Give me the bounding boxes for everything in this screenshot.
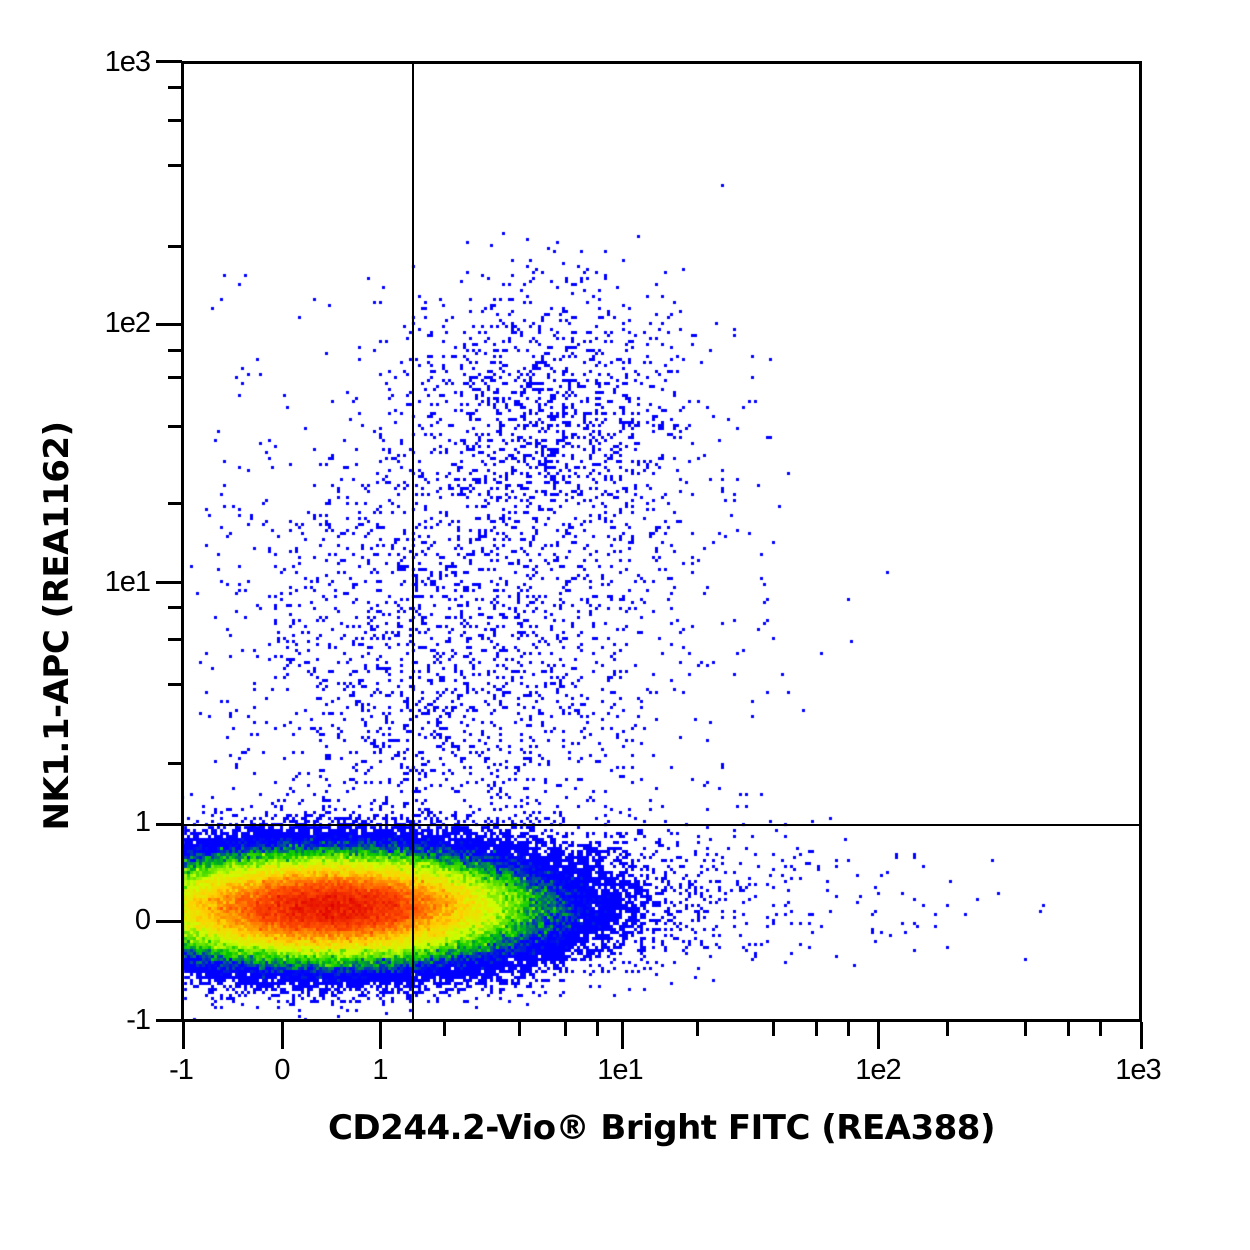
tick-mark: [379, 1022, 382, 1049]
tick-mark: [168, 606, 182, 609]
x-tick-label: 1e2: [855, 1054, 901, 1086]
x-tick-label: 0: [274, 1054, 290, 1086]
tick-mark: [168, 86, 182, 89]
tick-mark: [168, 164, 182, 167]
tick-mark: [168, 683, 182, 686]
x-tick-label: 1e1: [597, 1054, 643, 1086]
y-tick-label: 1e1: [104, 566, 151, 598]
tick-mark: [596, 1022, 599, 1036]
quadrant-gate-vertical[interactable]: [412, 61, 414, 1022]
tick-mark: [156, 60, 182, 63]
x-tick-label: 1e3: [1115, 1054, 1161, 1086]
y-tick-label: 1e2: [104, 307, 151, 339]
tick-mark: [156, 323, 182, 326]
tick-mark: [168, 119, 182, 122]
tick-mark: [156, 920, 182, 923]
tick-mark: [946, 1022, 949, 1036]
tick-mark: [1067, 1022, 1070, 1036]
tick-mark: [168, 245, 182, 248]
y-axis-title: NK1.1-APC (REA1162): [37, 421, 77, 831]
tick-mark: [168, 425, 182, 428]
y-tick-label: 1: [134, 806, 151, 838]
tick-mark: [156, 1019, 182, 1022]
x-axis-title: CD244.2-Vio® Bright FITC (REA388): [327, 1108, 996, 1148]
tick-mark: [877, 1022, 880, 1049]
y-tick-label: 0: [134, 904, 151, 936]
tick-mark: [696, 1022, 699, 1036]
tick-mark: [168, 762, 182, 765]
tick-mark: [1140, 1022, 1143, 1049]
tick-mark: [168, 638, 182, 641]
quadrant-gate-horizontal[interactable]: [181, 824, 1142, 826]
x-tick-label: 1: [372, 1054, 388, 1086]
tick-mark: [281, 1022, 284, 1049]
tick-mark: [518, 1022, 521, 1036]
y-tick-label: 1e3: [104, 46, 151, 78]
tick-mark: [1099, 1022, 1102, 1036]
x-tick-label: -1: [169, 1054, 194, 1086]
tick-mark: [621, 1022, 624, 1049]
y-tick-label: -1: [126, 1004, 151, 1036]
tick-mark: [847, 1022, 850, 1036]
tick-mark: [168, 349, 182, 352]
tick-mark: [156, 581, 182, 584]
tick-mark: [156, 823, 182, 826]
tick-mark: [564, 1022, 567, 1036]
tick-mark: [443, 1022, 446, 1036]
tick-mark: [772, 1022, 775, 1036]
tick-mark: [168, 376, 182, 379]
tick-mark: [168, 502, 182, 505]
plot-area-frame: [181, 61, 1142, 1022]
density-plot-canvas: [181, 61, 1142, 1022]
tick-mark: [182, 1022, 185, 1049]
tick-mark: [815, 1022, 818, 1036]
tick-mark: [1024, 1022, 1027, 1036]
